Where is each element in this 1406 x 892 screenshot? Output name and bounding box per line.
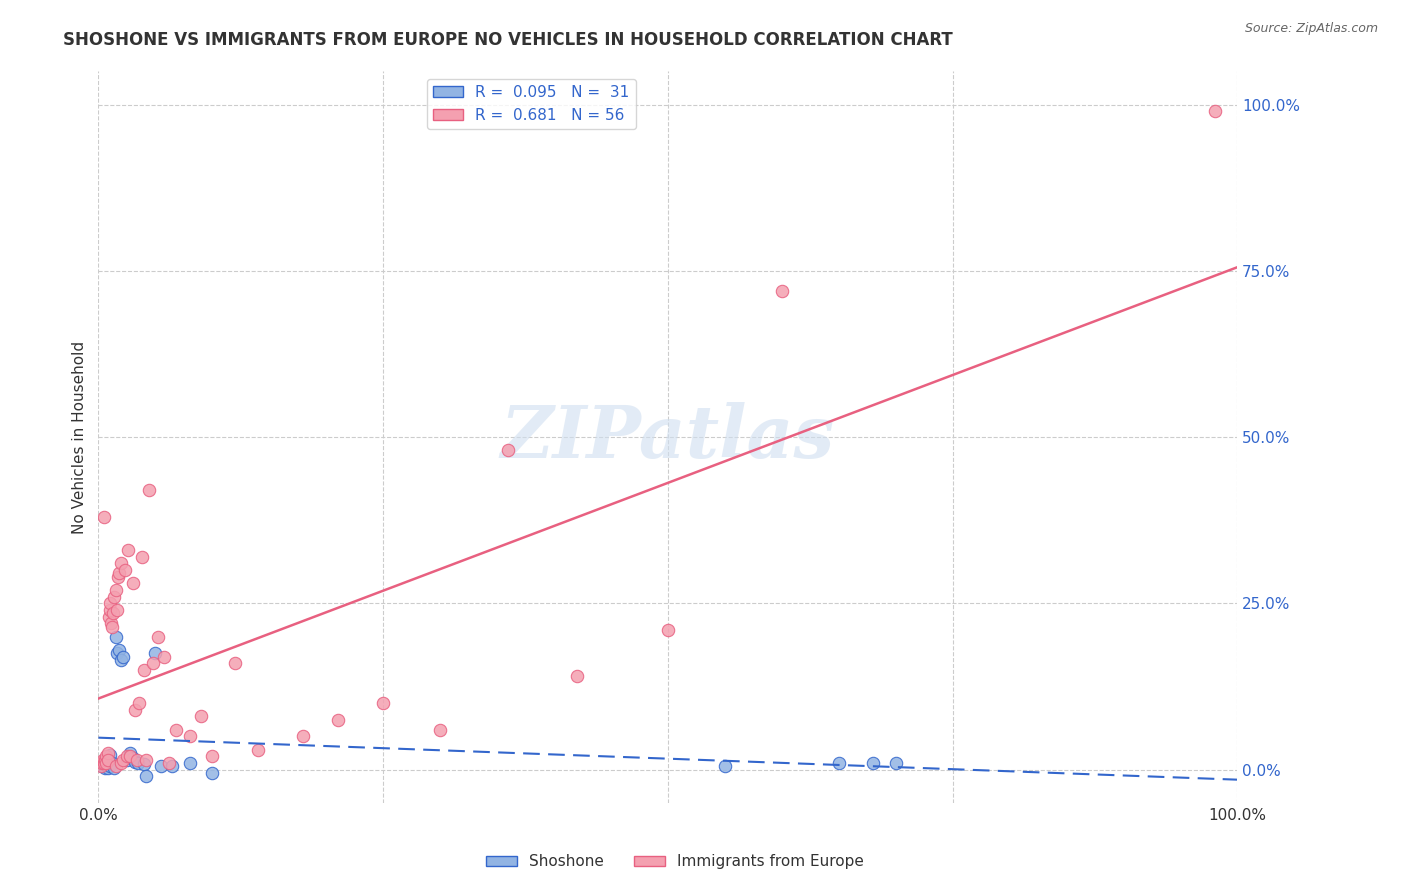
Point [224, 656, 246, 670]
Point [101, 756, 124, 770]
Point [108, 643, 131, 657]
Point [103, 590, 125, 604]
Point [862, 756, 884, 770]
Point [201, 749, 224, 764]
Point [128, 696, 150, 710]
Point [371, 696, 394, 710]
Point [115, 753, 138, 767]
Point [112, 649, 135, 664]
Point [124, 755, 146, 769]
Point [105, 603, 128, 617]
Point [105, 646, 128, 660]
Point [98, 747, 121, 762]
Point [96, 753, 118, 767]
Point [103, 607, 125, 621]
Point [97, 753, 120, 767]
Point [96, 757, 118, 772]
Point [98, 596, 121, 610]
Point [93, 756, 115, 770]
Point [114, 563, 136, 577]
Point [150, 759, 173, 773]
Point [828, 756, 851, 770]
Point [124, 703, 146, 717]
Point [90, 756, 112, 770]
Point [1204, 104, 1226, 119]
Point [93, 756, 115, 770]
Point [112, 753, 135, 767]
Point [135, 769, 157, 783]
Point [157, 756, 180, 770]
Point [179, 756, 201, 770]
Point [127, 753, 149, 767]
Point [292, 729, 315, 743]
Point [120, 749, 142, 764]
Legend: R =  0.095   N =  31, R =  0.681   N = 56: R = 0.095 N = 31, R = 0.681 N = 56 [426, 79, 636, 128]
Point [107, 570, 129, 584]
Point [90, 759, 112, 773]
Text: Source: ZipAtlas.com: Source: ZipAtlas.com [1244, 22, 1378, 36]
Point [127, 756, 149, 770]
Point [97, 609, 120, 624]
Point [104, 630, 127, 644]
Point [103, 760, 125, 774]
Point [117, 543, 139, 558]
Point [91, 753, 114, 767]
Point [110, 653, 132, 667]
Point [101, 619, 124, 633]
Point [142, 656, 165, 670]
Point [179, 729, 201, 743]
Legend: Shoshone, Immigrants from Europe: Shoshone, Immigrants from Europe [479, 848, 870, 875]
Point [565, 669, 588, 683]
Text: SHOSHONE VS IMMIGRANTS FROM EUROPE NO VEHICLES IN HOUSEHOLD CORRELATION CHART: SHOSHONE VS IMMIGRANTS FROM EUROPE NO VE… [63, 31, 953, 49]
Point [100, 616, 122, 631]
Point [94, 761, 117, 775]
Point [429, 723, 451, 737]
Point [132, 757, 155, 772]
Point [94, 753, 117, 767]
Y-axis label: No Vehicles in Household: No Vehicles in Household [72, 341, 87, 533]
Point [498, 443, 520, 458]
Point [326, 713, 349, 727]
Point [162, 759, 184, 773]
Point [98, 603, 121, 617]
Point [120, 746, 142, 760]
Point [96, 756, 118, 770]
Point [108, 566, 131, 581]
Point [104, 582, 127, 597]
Point [96, 746, 118, 760]
Point [131, 549, 153, 564]
Point [90, 759, 112, 773]
Point [165, 723, 187, 737]
Point [190, 709, 212, 723]
Point [145, 646, 167, 660]
Point [770, 284, 793, 298]
Point [104, 759, 127, 773]
Point [714, 759, 737, 773]
Point [93, 509, 115, 524]
Point [138, 483, 160, 498]
Point [657, 623, 679, 637]
Point [110, 756, 132, 770]
Point [246, 742, 269, 756]
Point [135, 753, 157, 767]
Point [132, 663, 155, 677]
Point [98, 759, 121, 773]
Point [115, 749, 138, 764]
Point [110, 557, 132, 571]
Text: ZIPatlas: ZIPatlas [501, 401, 835, 473]
Point [121, 576, 143, 591]
Point [96, 760, 118, 774]
Point [146, 630, 169, 644]
Point [884, 756, 907, 770]
Point [153, 649, 176, 664]
Point [201, 765, 224, 780]
Point [96, 749, 118, 764]
Point [121, 750, 143, 764]
